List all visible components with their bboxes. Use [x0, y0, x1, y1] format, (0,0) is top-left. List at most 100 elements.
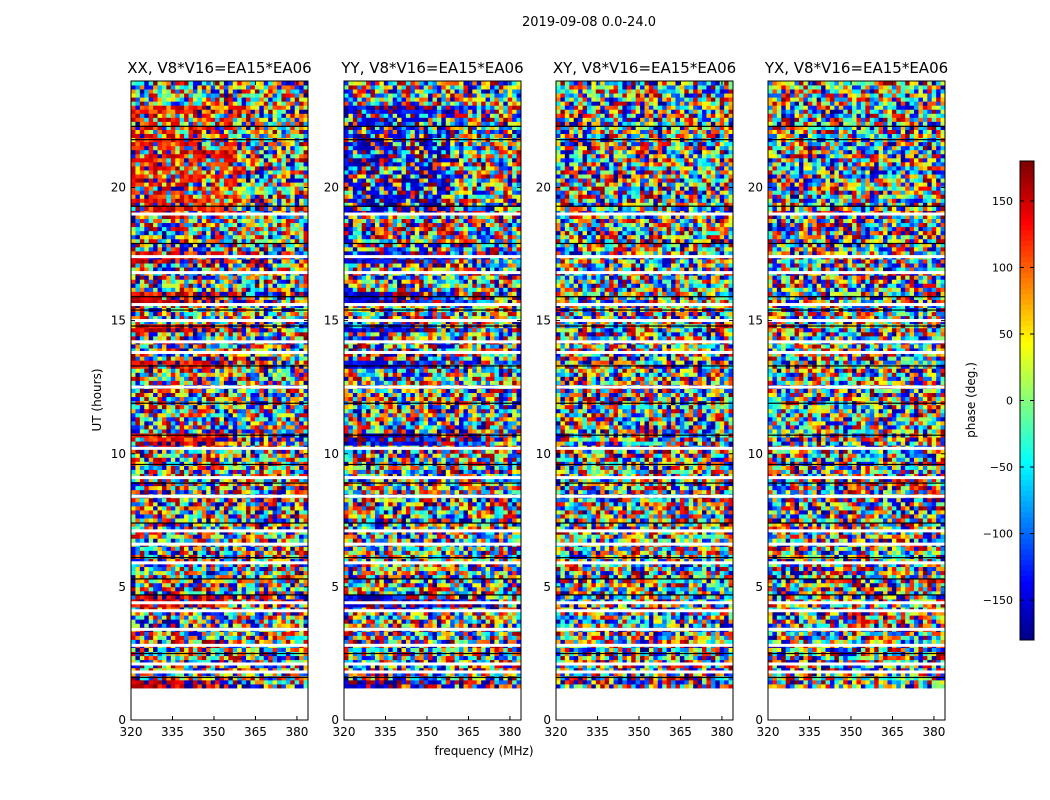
heatmap-cell: [201, 489, 207, 495]
heatmap-cell: [131, 631, 136, 636]
heatmap-cell: [285, 481, 291, 487]
heatmap-cell: [153, 404, 158, 410]
heatmap-cell: [281, 250, 287, 256]
heatmap-cell: [157, 226, 163, 232]
heatmap-cell: [241, 530, 247, 535]
heatmap-cell: [139, 647, 145, 653]
heatmap-cell: [277, 392, 282, 398]
heatmap-cell: [268, 538, 274, 543]
heatmap-cell: [268, 344, 274, 349]
heatmap-cell: [170, 594, 176, 600]
heatmap-cell: [192, 230, 198, 236]
heatmap-cell: [281, 659, 287, 665]
heatmap-cell: [201, 202, 207, 207]
heatmap-cell: [170, 667, 176, 673]
heatmap-cell: [166, 647, 172, 653]
heatmap-cell: [285, 408, 291, 414]
heatmap-cell: [148, 631, 154, 636]
heatmap-cell: [170, 348, 176, 353]
heatmap-cell: [179, 570, 185, 576]
heatmap-cell: [263, 246, 269, 252]
heatmap-cell: [250, 481, 256, 487]
heatmap-cell: [197, 671, 203, 677]
heatmap-cell: [184, 615, 189, 620]
heatmap-cell: [179, 501, 185, 507]
heatmap-cell: [272, 485, 278, 491]
heatmap-cell: [144, 331, 150, 337]
heatmap-cell: [223, 586, 229, 592]
heatmap-cell: [144, 437, 150, 442]
heatmap-cell: [285, 234, 291, 240]
heatmap-cell: [272, 380, 278, 385]
heatmap-cell: [197, 416, 203, 422]
heatmap-cell: [241, 554, 247, 559]
heatmap-cell: [241, 238, 247, 244]
heatmap-cell: [303, 635, 309, 640]
heatmap-cell: [259, 437, 265, 442]
heatmap-cell: [228, 214, 234, 219]
heatmap-cell: [206, 420, 212, 426]
heatmap-cell: [246, 671, 251, 677]
heatmap-cell: [228, 461, 234, 466]
heatmap-cell: [157, 283, 163, 288]
heatmap-cell: [228, 578, 234, 584]
heatmap-cell: [153, 380, 158, 385]
heatmap-cell: [285, 429, 291, 434]
heatmap-cell: [290, 368, 296, 373]
heatmap-cell: [246, 647, 251, 653]
heatmap-cell: [285, 331, 291, 337]
heatmap-cell: [188, 250, 194, 256]
heatmap-cell: [184, 335, 189, 341]
heatmap-cell: [246, 635, 251, 640]
heatmap-cell: [246, 663, 251, 669]
heatmap-cell: [237, 566, 243, 572]
heatmap-cell: [215, 315, 220, 321]
heatmap-cell: [157, 671, 163, 677]
heatmap-cell: [144, 566, 150, 572]
heatmap-cell: [184, 214, 189, 219]
heatmap-cell: [299, 449, 304, 454]
heatmap-cell: [250, 623, 256, 628]
heatmap-cell: [303, 335, 309, 341]
heatmap-cell: [206, 530, 212, 535]
heatmap-cell: [250, 368, 256, 373]
heatmap-cell: [219, 246, 225, 252]
heatmap-cell: [139, 514, 145, 519]
heatmap-cell: [175, 457, 181, 462]
heatmap-cell: [223, 202, 229, 207]
heatmap-cell: [259, 315, 265, 321]
heatmap-cell: [290, 534, 296, 539]
heatmap-cell: [268, 360, 274, 365]
heatmap-cell: [281, 425, 287, 430]
heatmap-cell: [223, 437, 229, 442]
heatmap-cell: [281, 429, 287, 434]
heatmap-cell: [272, 550, 278, 555]
heatmap-cell: [232, 202, 238, 207]
heatmap-cell: [303, 619, 309, 624]
heatmap-cell: [272, 594, 278, 600]
heatmap-cell: [188, 202, 194, 207]
heatmap-cell: [206, 671, 212, 677]
heatmap-cell: [153, 259, 158, 264]
heatmap-cell: [290, 295, 296, 300]
heatmap-cell: [228, 263, 234, 268]
heatmap-cell: [277, 509, 282, 515]
heatmap-cell: [232, 485, 238, 491]
heatmap-cell: [131, 352, 136, 357]
heatmap-cell: [184, 250, 189, 256]
heatmap-cell: [290, 514, 296, 519]
heatmap-cell: [188, 615, 194, 620]
heatmap-cell: [215, 291, 220, 296]
heatmap-cell: [215, 659, 220, 665]
heatmap-cell: [215, 279, 220, 284]
heatmap-cell: [303, 238, 309, 244]
heatmap-cell: [170, 631, 176, 636]
heatmap-cell: [161, 469, 167, 474]
heatmap-cell: [192, 198, 198, 203]
heatmap-cell: [246, 566, 251, 572]
heatmap-cell: [259, 246, 265, 252]
heatmap-cell: [170, 250, 176, 256]
heatmap-cell: [219, 368, 225, 373]
heatmap-cell: [201, 335, 207, 341]
heatmap-cell: [139, 590, 145, 596]
